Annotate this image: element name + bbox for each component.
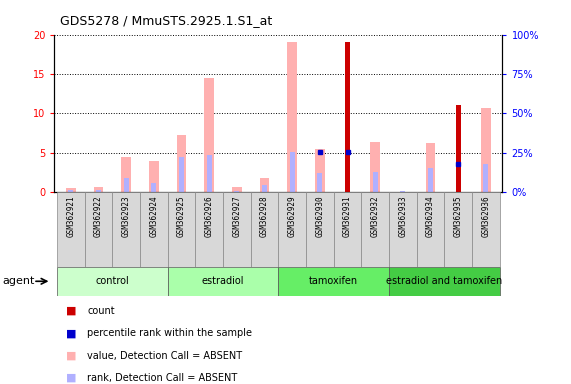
Bar bbox=[207, 155, 212, 192]
Bar bbox=[289, 152, 295, 192]
Bar bbox=[57, 267, 168, 296]
Bar bbox=[195, 192, 223, 267]
Text: GSM362929: GSM362929 bbox=[288, 196, 297, 237]
Text: ■: ■ bbox=[66, 306, 76, 316]
Bar bbox=[94, 187, 103, 192]
Text: count: count bbox=[87, 306, 115, 316]
Text: GSM362922: GSM362922 bbox=[94, 196, 103, 237]
Text: GSM362928: GSM362928 bbox=[260, 196, 269, 237]
Bar bbox=[260, 178, 270, 192]
Bar bbox=[373, 172, 377, 192]
Text: percentile rank within the sample: percentile rank within the sample bbox=[87, 328, 252, 338]
Text: GSM362932: GSM362932 bbox=[371, 196, 380, 237]
Bar bbox=[124, 178, 128, 192]
Bar bbox=[179, 157, 184, 192]
Bar bbox=[426, 143, 435, 192]
Bar bbox=[140, 192, 168, 267]
Text: agent: agent bbox=[3, 276, 35, 286]
Bar bbox=[66, 188, 76, 192]
Text: GSM362933: GSM362933 bbox=[399, 196, 407, 237]
Text: GSM362926: GSM362926 bbox=[204, 196, 214, 237]
Bar bbox=[57, 192, 85, 267]
Bar bbox=[456, 106, 461, 192]
Bar bbox=[69, 190, 73, 192]
Bar bbox=[389, 267, 500, 296]
Text: GSM362935: GSM362935 bbox=[454, 196, 463, 237]
Bar bbox=[444, 192, 472, 267]
Bar bbox=[232, 187, 242, 192]
Text: GSM362925: GSM362925 bbox=[177, 196, 186, 237]
Text: GDS5278 / MmuSTS.2925.1.S1_at: GDS5278 / MmuSTS.2925.1.S1_at bbox=[60, 14, 272, 27]
Bar bbox=[151, 183, 156, 192]
Text: GSM362927: GSM362927 bbox=[232, 196, 242, 237]
Text: rank, Detection Call = ABSENT: rank, Detection Call = ABSENT bbox=[87, 373, 238, 383]
Bar bbox=[472, 192, 500, 267]
Text: control: control bbox=[95, 276, 129, 286]
Text: estradiol and tamoxifen: estradiol and tamoxifen bbox=[386, 276, 502, 286]
Bar bbox=[168, 192, 195, 267]
Bar bbox=[484, 164, 488, 192]
Bar bbox=[223, 192, 251, 267]
Text: GSM362934: GSM362934 bbox=[426, 196, 435, 237]
Bar bbox=[481, 108, 490, 192]
Bar bbox=[168, 267, 279, 296]
Bar bbox=[122, 157, 131, 192]
Bar bbox=[262, 185, 267, 192]
Bar bbox=[149, 161, 159, 192]
Text: ■: ■ bbox=[66, 328, 76, 338]
Bar bbox=[85, 192, 112, 267]
Bar bbox=[345, 43, 350, 192]
Bar bbox=[279, 267, 389, 296]
Bar bbox=[428, 167, 433, 192]
Text: GSM362931: GSM362931 bbox=[343, 196, 352, 237]
Text: GSM362921: GSM362921 bbox=[66, 196, 75, 237]
Bar bbox=[112, 192, 140, 267]
Text: tamoxifen: tamoxifen bbox=[309, 276, 358, 286]
Text: value, Detection Call = ABSENT: value, Detection Call = ABSENT bbox=[87, 351, 243, 361]
Bar bbox=[204, 78, 214, 192]
Bar bbox=[234, 191, 239, 192]
Bar bbox=[317, 173, 323, 192]
Text: ■: ■ bbox=[66, 373, 76, 383]
Bar bbox=[287, 43, 297, 192]
Bar bbox=[96, 190, 101, 192]
Bar bbox=[417, 192, 444, 267]
Text: GSM362924: GSM362924 bbox=[150, 196, 158, 237]
Bar bbox=[361, 192, 389, 267]
Text: GSM362930: GSM362930 bbox=[315, 196, 324, 237]
Bar bbox=[176, 135, 186, 192]
Bar bbox=[333, 192, 361, 267]
Bar bbox=[279, 192, 306, 267]
Bar bbox=[371, 142, 380, 192]
Bar bbox=[389, 192, 417, 267]
Bar bbox=[251, 192, 279, 267]
Text: GSM362936: GSM362936 bbox=[481, 196, 490, 237]
Text: ■: ■ bbox=[66, 351, 76, 361]
Text: GSM362923: GSM362923 bbox=[122, 196, 131, 237]
Text: estradiol: estradiol bbox=[202, 276, 244, 286]
Bar bbox=[400, 191, 405, 192]
Bar bbox=[315, 149, 325, 192]
Bar bbox=[306, 192, 333, 267]
